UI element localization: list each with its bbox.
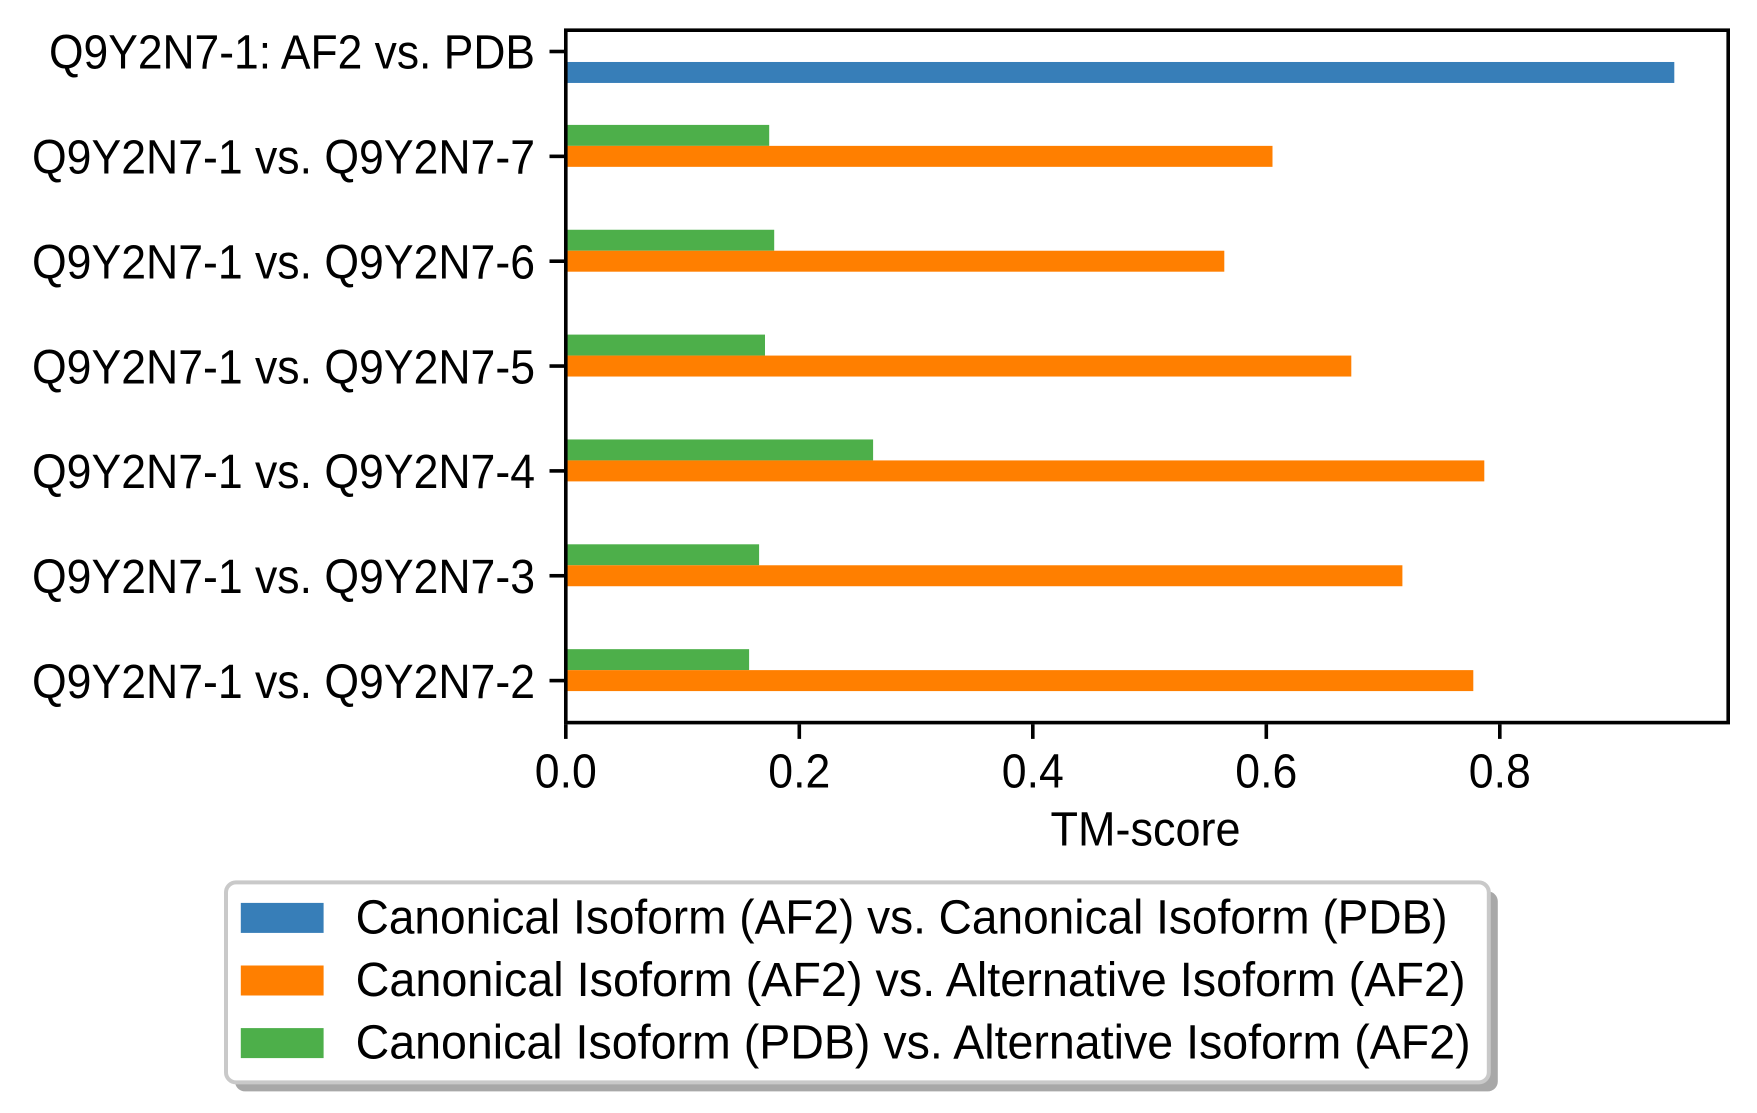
- svg-text:0.4: 0.4: [1002, 745, 1064, 798]
- svg-text:0.6: 0.6: [1235, 745, 1297, 798]
- svg-text:Canonical Isoform (PDB) vs. Al: Canonical Isoform (PDB) vs. Alternative …: [356, 1017, 1471, 1070]
- svg-text:Q9Y2N7-1 vs. Q9Y2N7-5: Q9Y2N7-1 vs. Q9Y2N7-5: [32, 341, 535, 394]
- svg-text:Canonical Isoform (AF2) vs. Al: Canonical Isoform (AF2) vs. Alternative …: [356, 954, 1466, 1007]
- svg-text:Q9Y2N7-1 vs. Q9Y2N7-3: Q9Y2N7-1 vs. Q9Y2N7-3: [32, 551, 535, 604]
- svg-text:Q9Y2N7-1 vs. Q9Y2N7-6: Q9Y2N7-1 vs. Q9Y2N7-6: [32, 236, 535, 289]
- svg-text:Q9Y2N7-1 vs. Q9Y2N7-4: Q9Y2N7-1 vs. Q9Y2N7-4: [32, 446, 535, 499]
- svg-text:TM-score: TM-score: [1051, 804, 1241, 857]
- svg-text:Q9Y2N7-1 vs. Q9Y2N7-2: Q9Y2N7-1 vs. Q9Y2N7-2: [32, 656, 535, 709]
- svg-text:0.8: 0.8: [1469, 745, 1531, 798]
- svg-text:Q9Y2N7-1 vs. Q9Y2N7-7: Q9Y2N7-1 vs. Q9Y2N7-7: [32, 132, 535, 185]
- svg-text:0.0: 0.0: [535, 745, 597, 798]
- svg-text:Q9Y2N7-1: AF2 vs. PDB: Q9Y2N7-1: AF2 vs. PDB: [49, 27, 535, 80]
- svg-text:0.2: 0.2: [768, 745, 830, 798]
- svg-text:Canonical Isoform (AF2) vs. Ca: Canonical Isoform (AF2) vs. Canonical Is…: [356, 892, 1448, 945]
